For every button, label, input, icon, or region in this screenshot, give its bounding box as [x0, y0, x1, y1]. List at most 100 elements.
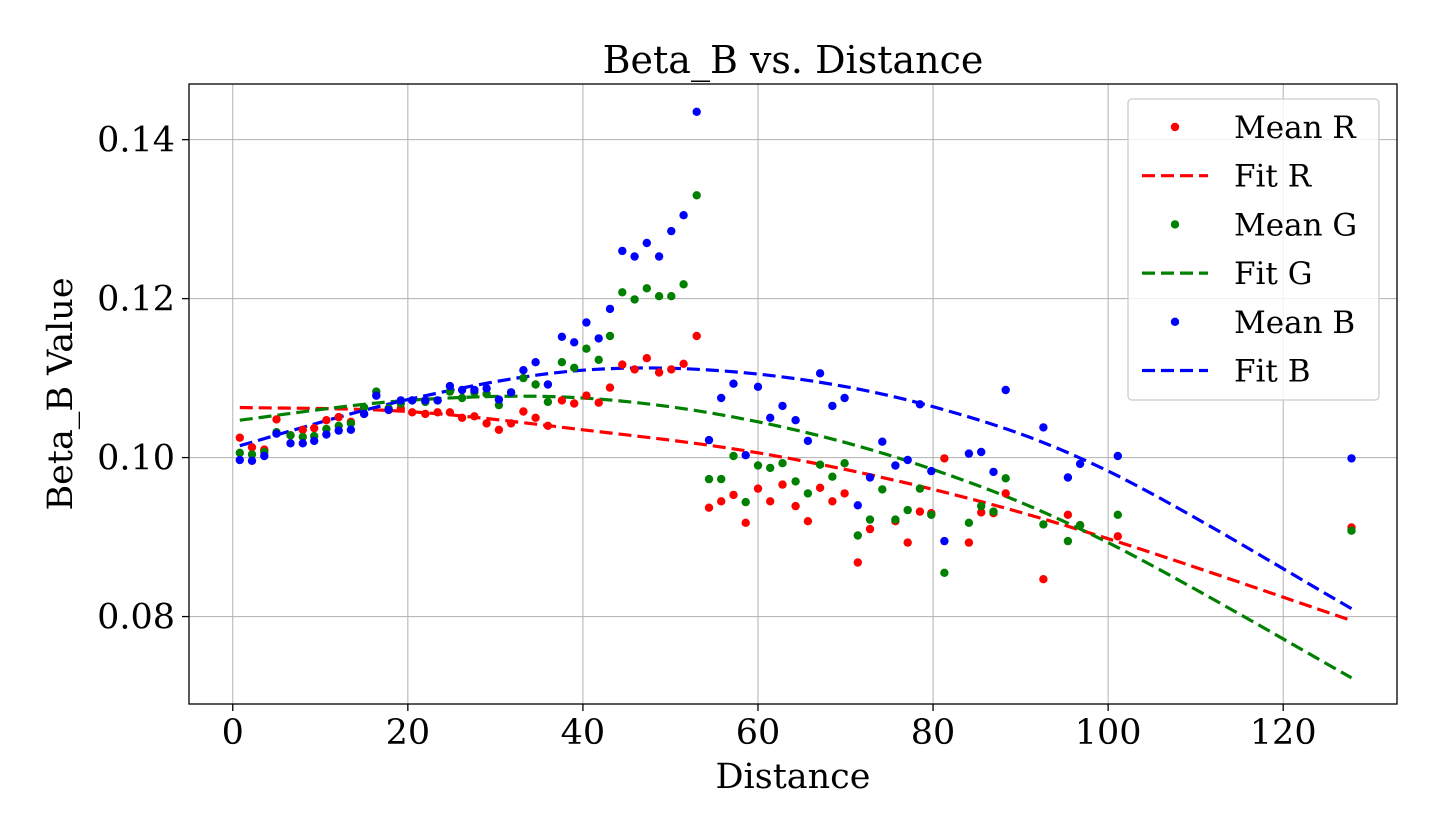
mean-r-point [272, 415, 281, 424]
mean-g-point [878, 485, 887, 494]
mean-g-point [853, 531, 862, 540]
mean-g-point [543, 397, 553, 407]
mean-r-point [778, 480, 787, 489]
mean-g-point [927, 510, 936, 519]
mean-r-point [815, 483, 825, 492]
mean-g-point [903, 505, 912, 515]
mean-b-point [594, 334, 603, 343]
mean-r-point [494, 425, 504, 434]
mean-b-point [557, 332, 567, 341]
mean-r-point [741, 518, 750, 527]
legend: Mean R Fit R Mean G Fit G Mean B Fit B [1127, 98, 1380, 401]
mean-b-point [766, 413, 775, 422]
mean-b-point [654, 252, 664, 261]
mean-g-point [741, 497, 750, 507]
mean-r-point [433, 408, 442, 417]
axes-frame [188, 83, 1398, 705]
mean-b-point [642, 238, 651, 248]
mean-g-point [457, 393, 467, 403]
mean-b-point [828, 401, 837, 411]
mean-r-point [1113, 532, 1123, 541]
mean-b-point [359, 409, 369, 419]
mean-r-point [618, 360, 627, 369]
mean-b-point [346, 425, 356, 434]
chart-title: Beta_B vs. Distance [603, 38, 984, 83]
mean-b-point [927, 466, 936, 476]
mean-b-point [853, 501, 862, 510]
mean-b-point [815, 369, 825, 378]
mean-r-point [1063, 510, 1073, 519]
mean-r-point [766, 497, 775, 506]
x-tick-label: 80 [911, 713, 956, 753]
legend-mean-r-label: Mean R [1234, 110, 1357, 146]
mean-b-point [272, 429, 281, 438]
mean-g-point [630, 295, 639, 304]
mean-g-point [791, 477, 800, 486]
mean-r-point [334, 412, 343, 422]
mean-r-point [717, 497, 726, 506]
mean-b-point [445, 381, 455, 391]
mean-b-point [717, 393, 726, 403]
mean-g-point [667, 292, 676, 301]
mean-g-point [891, 515, 900, 524]
mean-b-point [1075, 459, 1085, 469]
mean-b-point [247, 456, 257, 465]
mean-g-point [865, 515, 875, 524]
x-tick-label: 120 [1250, 713, 1317, 753]
fit-r-line [239, 405, 1353, 623]
legend-mean-b-marker [1170, 317, 1180, 326]
mean-g-point [642, 284, 651, 293]
mean-r-point [570, 399, 579, 408]
mean-b-point [310, 436, 319, 446]
mean-r-point [729, 490, 738, 500]
mean-b-point [470, 385, 479, 395]
mean-g-point [977, 501, 986, 511]
mean-r-point [667, 365, 676, 374]
mean-b-point [940, 536, 949, 546]
mean-r-point [470, 412, 479, 421]
x-tick-label: 20 [386, 713, 431, 753]
mean-g-point [235, 448, 244, 457]
mean-r-point [506, 419, 516, 428]
mean-r-point [594, 398, 603, 407]
mean-r-point [557, 396, 567, 405]
mean-r-point [791, 501, 800, 511]
mean-g-point [519, 373, 528, 383]
mean-b-point [1039, 423, 1048, 432]
x-tick-label: 40 [561, 713, 606, 753]
mean-r-point [853, 558, 862, 567]
legend-mean-b-label: Mean B [1234, 305, 1355, 341]
mean-r-point [1001, 489, 1010, 498]
mean-g-point [605, 331, 615, 341]
mean-b-point [421, 396, 430, 405]
mean-r-point [753, 484, 763, 493]
y-tick-label: 0.10 [97, 439, 175, 479]
ticks-layer: 0 20 40 60 80 100 120 0.08 0.10 0.12 0.14 [97, 121, 1317, 753]
plot-layer [235, 107, 1356, 680]
mean-b-point [618, 246, 627, 256]
mean-b-point [531, 358, 540, 367]
mean-b-point [235, 455, 244, 465]
mean-g-point [1039, 520, 1048, 529]
mean-b-point [457, 385, 467, 395]
mean-g-point [815, 460, 825, 469]
mean-b-point [408, 396, 417, 405]
mean-g-point [1001, 474, 1010, 483]
mean-b-point [865, 473, 875, 482]
mean-b-point [791, 416, 800, 425]
mean-g-point [286, 431, 295, 440]
legend-mean-r-marker [1170, 122, 1180, 132]
mean-g-point [989, 507, 998, 516]
mean-b-point [803, 436, 813, 446]
mean-r-point [543, 421, 553, 430]
mean-g-point [915, 484, 925, 493]
legend-fit-g-label: Fit G [1234, 256, 1313, 292]
mean-r-point [964, 538, 974, 547]
mean-g-point [704, 474, 714, 484]
mean-r-point [247, 443, 257, 452]
mean-r-point [704, 503, 714, 512]
mean-b-point [298, 439, 307, 448]
mean-b-point [494, 395, 504, 404]
legend-fit-r-label: Fit R [1234, 159, 1313, 195]
